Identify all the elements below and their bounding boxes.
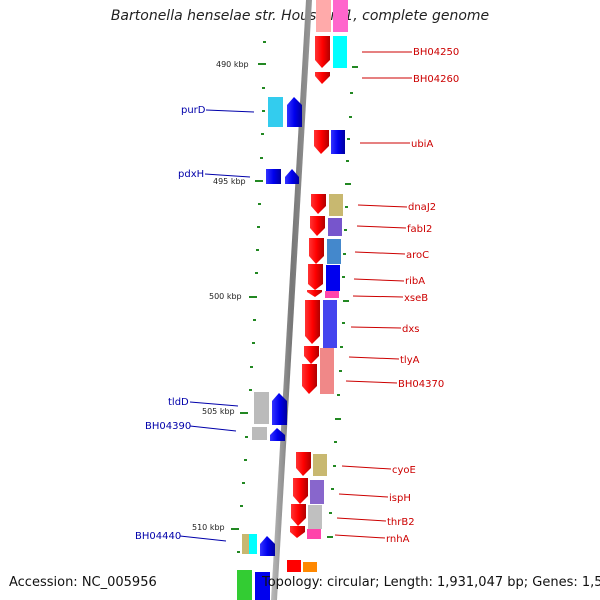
gene-feature [333, 0, 348, 32]
gene-arrow [308, 264, 323, 290]
gene-label: tldD [168, 397, 189, 408]
gene-label: dxs [402, 324, 419, 335]
gene-label: fabI2 [407, 224, 432, 235]
forward-genes [287, 36, 330, 572]
gene-label: BH04370 [398, 379, 444, 390]
gene-label: purD [181, 105, 206, 116]
genome-backbone [271, 0, 312, 600]
leader-lines-right [334, 51, 412, 539]
gene-arrow [304, 346, 319, 364]
gene-label: dnaJ2 [408, 202, 436, 213]
tick-label: 510 kbp [192, 523, 225, 532]
gene-label: xseB [404, 293, 428, 304]
tick-label: 505 kbp [202, 407, 235, 416]
gene-arrow [296, 452, 311, 476]
gene-label: BH04390 [145, 421, 191, 432]
gene-arrow [307, 290, 322, 297]
gene-arrow [315, 72, 330, 84]
tick-label: 495 kbp [213, 177, 246, 186]
gene-label: thrB2 [387, 517, 415, 528]
gene-feature [303, 562, 317, 572]
gene-arrow [291, 504, 306, 526]
gene-arrow [290, 526, 305, 538]
tick-marks [231, 41, 358, 553]
leader-lines-left [179, 109, 255, 542]
gene-label: ribA [405, 276, 425, 287]
cog-features [307, 36, 347, 539]
gene-label: BH04260 [413, 74, 459, 85]
gene-feature [316, 0, 331, 32]
gene-arrow [302, 364, 317, 394]
topology-text: Topology: circular; Length: 1,931,047 bp… [262, 575, 600, 590]
gene-label: rnhA [386, 534, 410, 545]
gene-arrow [309, 238, 324, 264]
reverse-genes [237, 97, 302, 600]
gene-feature [287, 560, 301, 572]
gene-label: tlyA [400, 355, 420, 366]
accession-text: Accession: NC_005956 [9, 575, 157, 590]
gene-arrow [311, 194, 326, 214]
gene-label: ispH [389, 493, 411, 504]
map-title: Bartonella henselae str. Houston-1, comp… [110, 8, 490, 24]
gene-label: pdxH [178, 169, 204, 180]
gene-label: BH04250 [413, 47, 459, 58]
gene-arrow [310, 216, 325, 236]
gene-label: ubiA [411, 139, 433, 150]
gene-arrow [293, 478, 308, 504]
tick-label: 500 kbp [209, 292, 242, 301]
gene-label: aroC [406, 250, 429, 261]
tick-label: 490 kbp [216, 60, 249, 69]
gene-arrow [314, 130, 329, 154]
gene-arrow [315, 36, 330, 68]
gene-label: BH04440 [135, 531, 181, 542]
gene-arrow [305, 300, 320, 344]
gene-label: cyoE [392, 465, 416, 476]
